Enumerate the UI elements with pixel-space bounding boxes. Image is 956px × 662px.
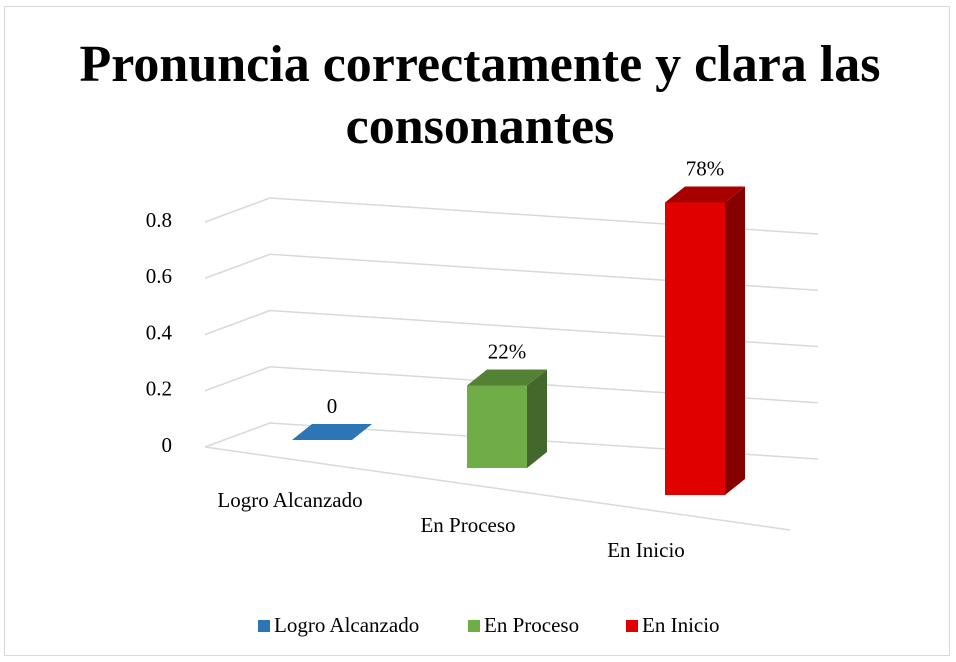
- bar-top: [467, 369, 547, 386]
- value-label: 0: [327, 394, 338, 418]
- bar: [665, 202, 725, 495]
- bar-top: [665, 186, 745, 203]
- legend-swatch: [468, 620, 480, 632]
- y-tick-label: 0: [162, 433, 173, 457]
- x-tick-label: En Proceso: [420, 513, 515, 537]
- value-label: 78%: [686, 156, 725, 180]
- bar-top: [292, 424, 372, 440]
- bar-side: [725, 186, 745, 495]
- x-tick-label: Logro Alcanzado: [217, 488, 362, 512]
- chart-frame: [4, 6, 950, 656]
- y-tick-label: 0.2: [146, 377, 172, 401]
- grid-line: [204, 422, 819, 460]
- grid-line: [204, 197, 819, 235]
- legend-label: En Proceso: [484, 613, 579, 637]
- bar: [467, 385, 527, 468]
- legend-swatch: [258, 620, 270, 632]
- floor-edge: [204, 446, 791, 531]
- grid-line: [204, 365, 819, 404]
- x-tick-label: En Inicio: [607, 538, 685, 562]
- bar-side: [527, 369, 547, 468]
- grid-line: [204, 309, 819, 348]
- y-tick-label: 0.6: [146, 264, 172, 288]
- grid-line: [204, 253, 819, 291]
- legend-label: Logro Alcanzado: [274, 613, 419, 637]
- legend-label: En Inicio: [642, 613, 720, 637]
- value-label: 22%: [488, 339, 527, 363]
- chart-title: Pronuncia correctamente y clara las cons…: [79, 36, 881, 155]
- y-tick-label: 0.8: [146, 208, 172, 232]
- legend-swatch: [626, 620, 638, 632]
- y-tick-label: 0.4: [146, 320, 173, 344]
